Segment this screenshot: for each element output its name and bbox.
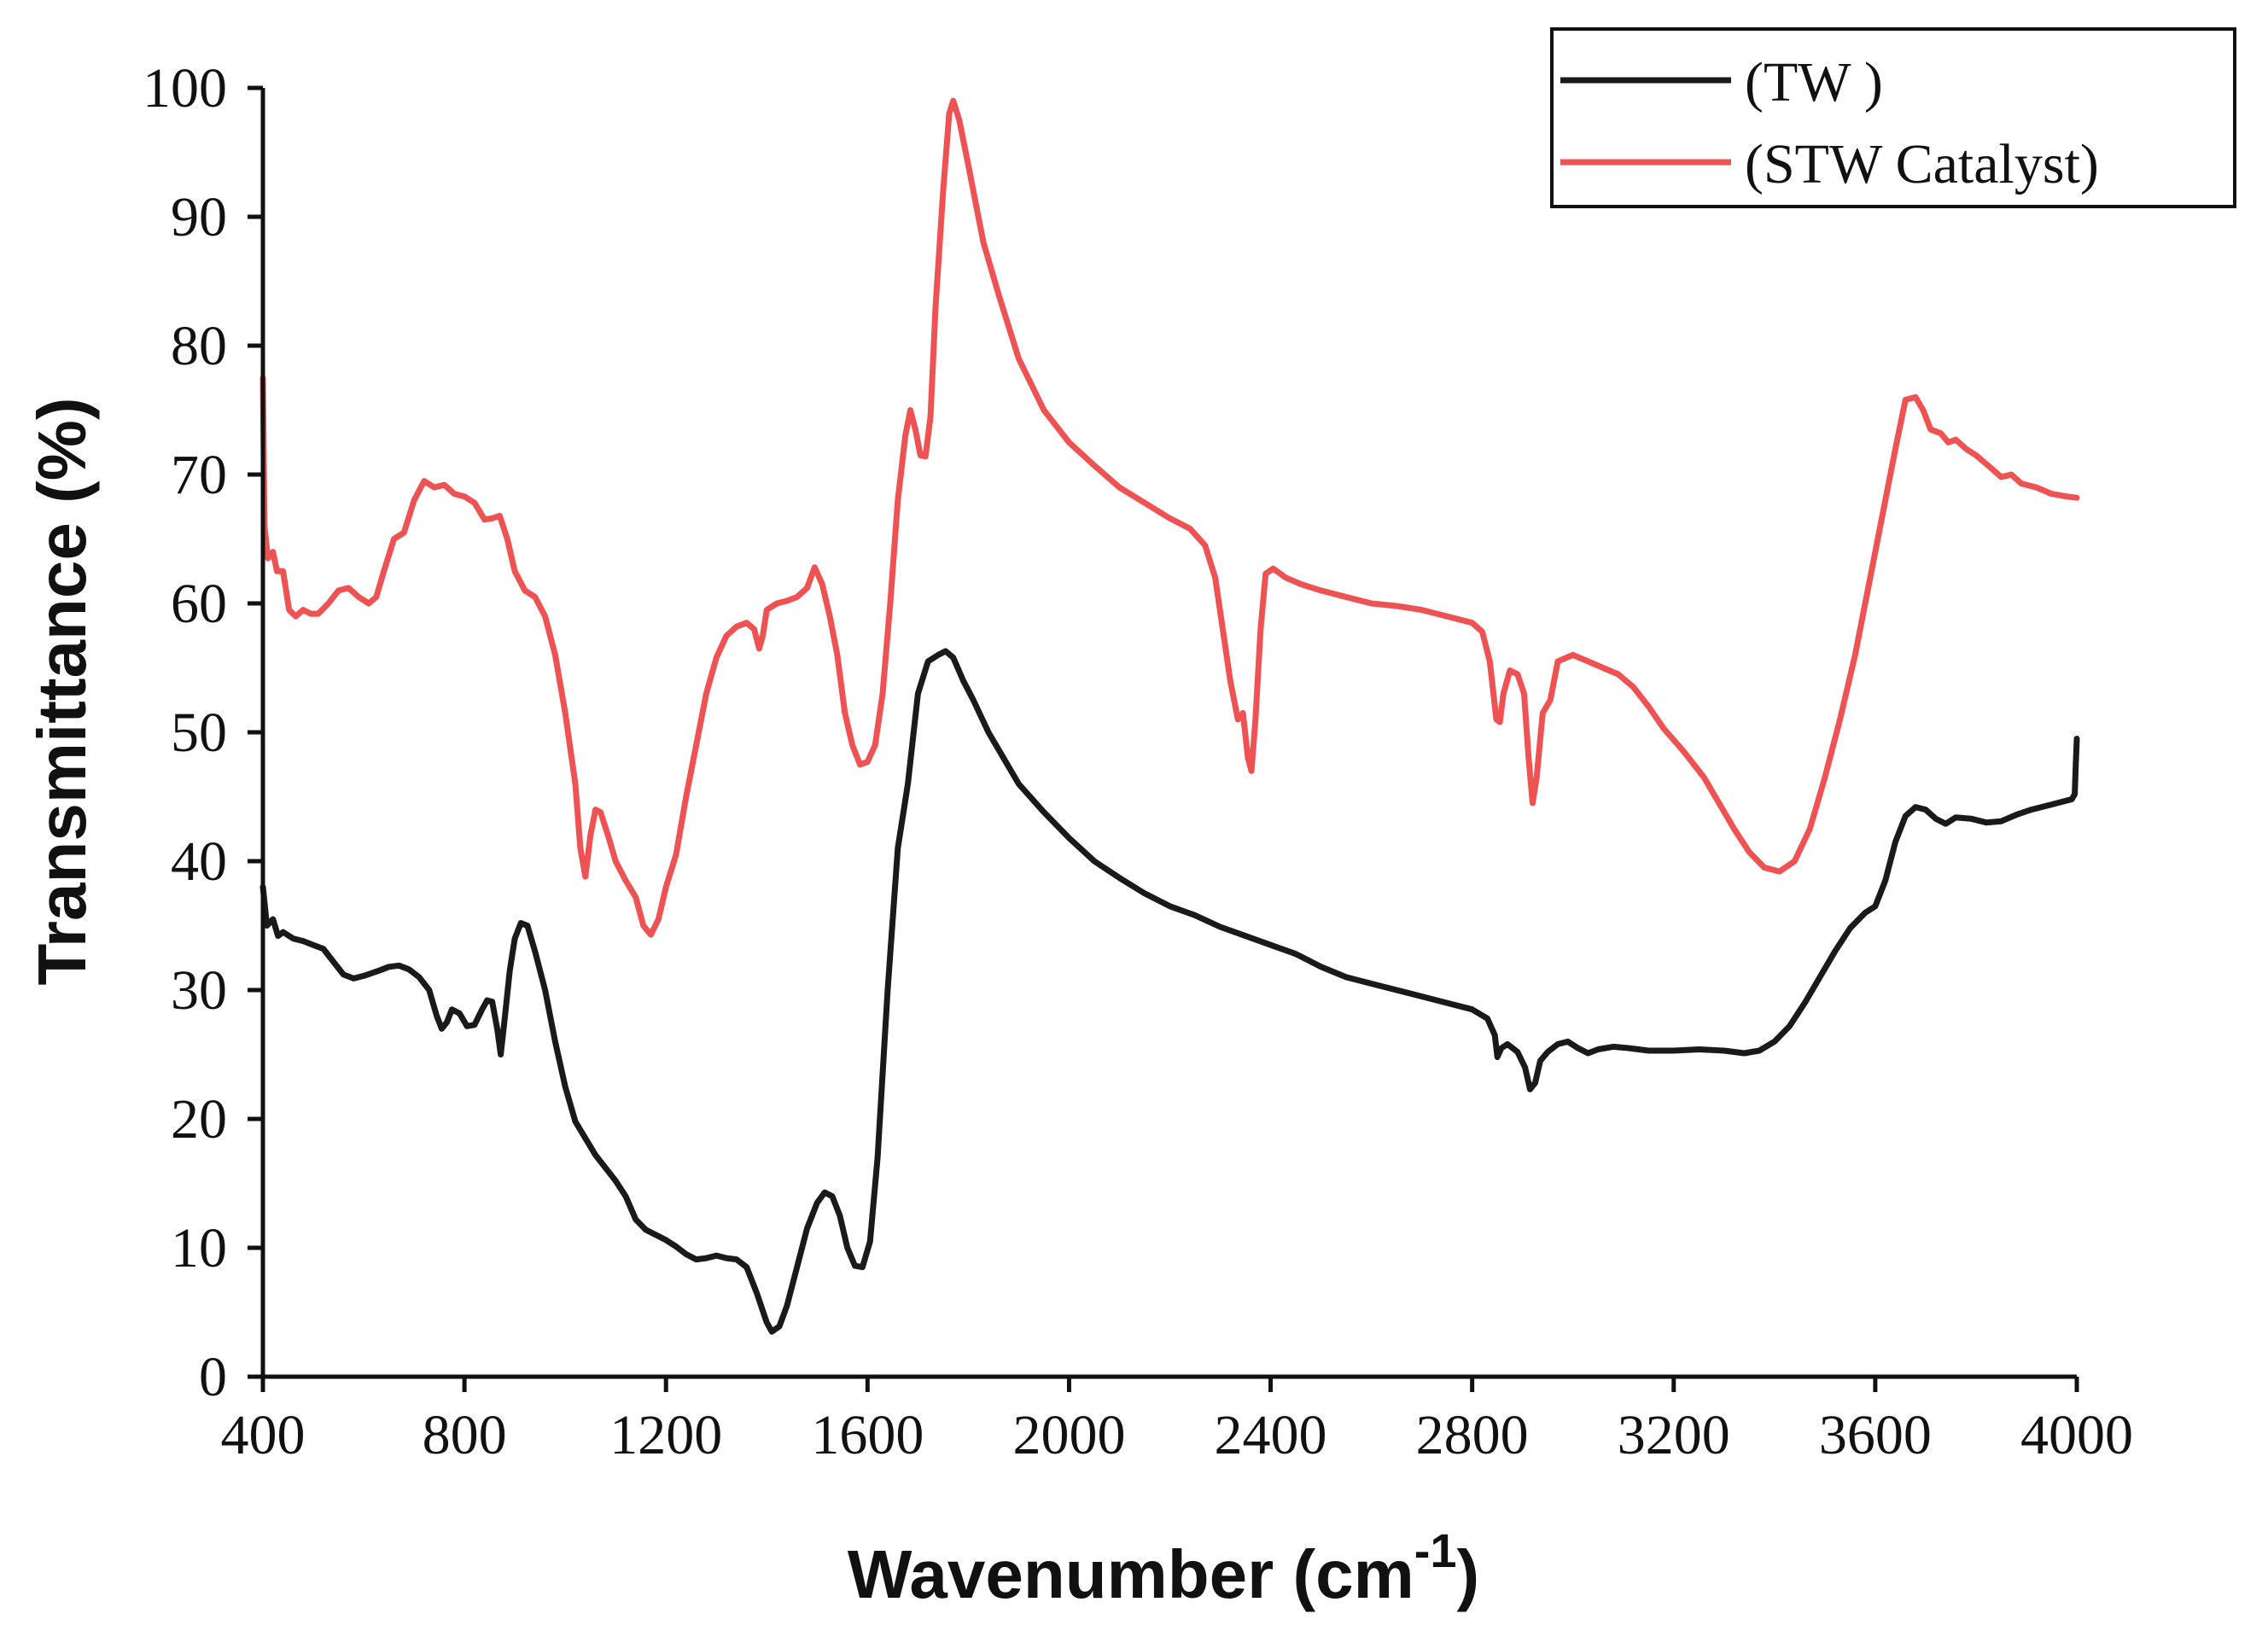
x-tick-label: 2400 xyxy=(1215,1404,1327,1466)
y-tick-label: 100 xyxy=(143,57,227,119)
series-line-0 xyxy=(259,648,2080,1335)
y-tick-label: 60 xyxy=(171,573,227,635)
y-tick-label: 0 xyxy=(199,1346,227,1408)
x-tick-label: 400 xyxy=(221,1404,306,1466)
y-tick-label: 40 xyxy=(171,830,227,893)
y-tick-label: 70 xyxy=(171,444,227,506)
y-tick-label: 90 xyxy=(171,186,227,248)
x-axis-title-text: Wavenumber (cm xyxy=(848,1536,1414,1612)
y-tick-label: 80 xyxy=(171,315,227,377)
x-tick-label: 1600 xyxy=(811,1404,924,1466)
y-tick-label: 30 xyxy=(171,959,227,1022)
x-axis-title-close: ) xyxy=(1457,1536,1480,1612)
y-axis-ticks: 0 10 20 30 40 50 60 70 80 90 100 xyxy=(143,57,263,1408)
x-tick-label: 1200 xyxy=(609,1404,722,1466)
legend-box xyxy=(1550,27,2236,208)
x-tick-label: 3600 xyxy=(1819,1404,1932,1466)
x-tick-label: 4000 xyxy=(2020,1404,2133,1466)
y-axis-title: Transmittance (%) xyxy=(24,397,100,985)
x-tick-label: 3200 xyxy=(1618,1404,1730,1466)
legend-label-tw: (TW ) xyxy=(1745,51,1883,114)
legend-label-stw-catalyst: (STW Catalyst) xyxy=(1745,133,2099,195)
y-tick-label: 10 xyxy=(171,1217,227,1279)
series-line-1 xyxy=(259,97,2080,938)
legend: (TW ) (STW Catalyst) xyxy=(1550,27,2236,208)
x-axis-title-superscript: -1 xyxy=(1414,1523,1457,1577)
x-axis-title: Wavenumber (cm-1) xyxy=(848,1523,1479,1612)
y-tick-label: 20 xyxy=(171,1088,227,1151)
x-tick-label: 2000 xyxy=(1012,1404,1125,1466)
x-axis-ticks: 400 800 1200 1600 2000 2400 2800 3200 3600 4000 xyxy=(221,1377,2133,1466)
series-layer xyxy=(259,97,2080,1335)
x-tick-label: 800 xyxy=(423,1404,507,1466)
x-tick-label: 2800 xyxy=(1416,1404,1529,1466)
y-tick-label: 50 xyxy=(171,702,227,764)
